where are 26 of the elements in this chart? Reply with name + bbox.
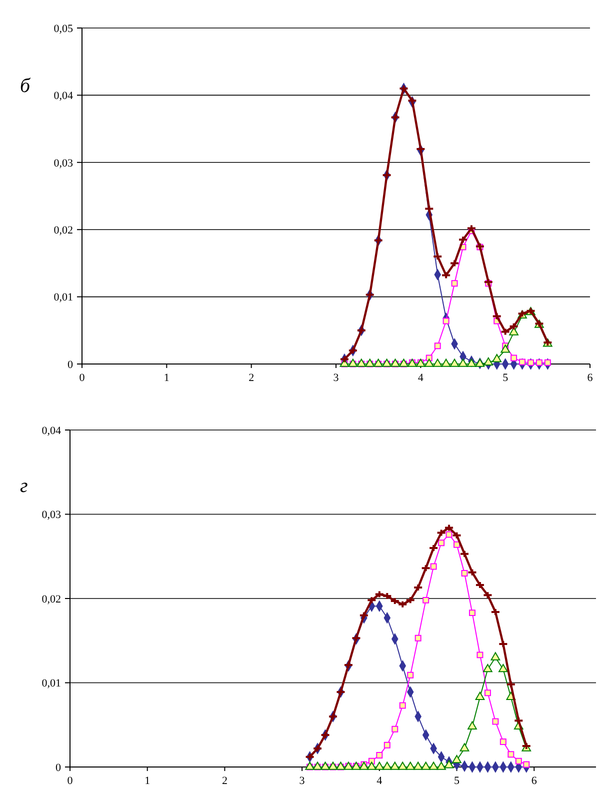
x-tick-label: 6 — [587, 372, 594, 384]
y-tick-label: 0,02 — [42, 593, 61, 606]
x-tick-label: 0 — [79, 372, 86, 384]
y-tick-label: 0,01 — [42, 678, 61, 690]
x-tick-label: 2 — [248, 372, 254, 384]
x-tick-label: 3 — [333, 372, 340, 384]
y-tick-label: 0,03 — [54, 157, 74, 170]
x-tick-label: 1 — [164, 372, 170, 384]
x-tick-label: 4 — [376, 775, 383, 787]
y-tick-label: 0 — [56, 762, 62, 774]
x-tick-label: 1 — [144, 775, 150, 787]
text: б — [20, 75, 31, 97]
x-tick-label: 5 — [502, 372, 509, 384]
y-tick-label: 0,02 — [54, 224, 73, 236]
x-tick-label: 4 — [418, 372, 424, 384]
y-tick-label: 0,05 — [54, 22, 74, 35]
y-tick-label: 0,04 — [42, 424, 62, 437]
y-tick-label: 0 — [68, 358, 74, 371]
x-tick-label: 2 — [222, 775, 228, 787]
x-tick-label: 3 — [299, 775, 306, 787]
x-tick-label: 6 — [531, 775, 538, 787]
text: г — [20, 475, 28, 497]
y-tick-label: 0,03 — [42, 509, 62, 522]
y-tick-label: 0,04 — [54, 90, 74, 102]
x-tick-label: 5 — [454, 775, 460, 787]
y-tick-label: 0,01 — [54, 292, 73, 304]
